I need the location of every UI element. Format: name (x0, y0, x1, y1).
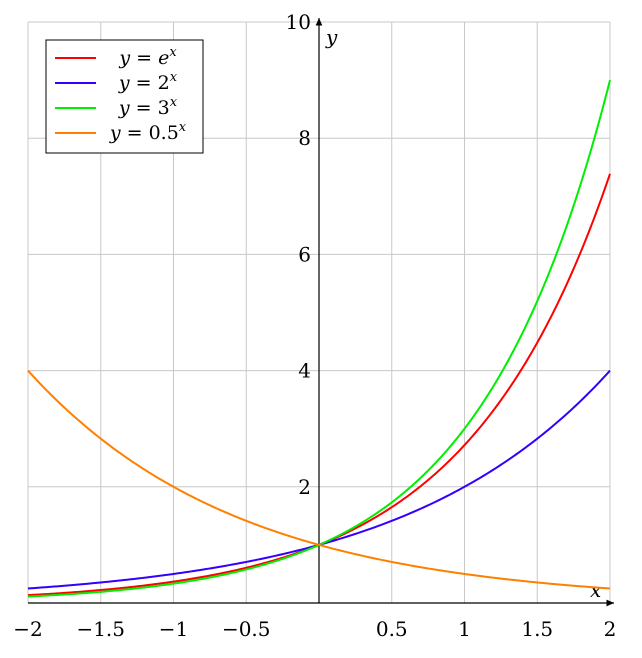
legend: y = exy = 2xy = 3xy = 0.5x (45, 39, 204, 154)
y-tick-label: 2 (298, 475, 311, 499)
series-line-3 (27, 369, 611, 590)
x-tick-label: 1.5 (521, 617, 553, 641)
x-tick-label: 0.5 (376, 617, 408, 641)
legend-entry: y = 3x (118, 95, 178, 119)
x-tick-label: −1.5 (76, 617, 125, 641)
x-axis-label: x (590, 578, 601, 602)
y-tick-label: 4 (298, 359, 311, 383)
x-tick-label: −2 (13, 617, 42, 641)
series-lines (27, 79, 611, 598)
y-tick-label: 10 (286, 10, 311, 34)
x-tick-label: −0.5 (222, 617, 271, 641)
x-tick-label: 1 (458, 617, 471, 641)
x-tick-label: −1 (159, 617, 188, 641)
x-tick-label: 2 (604, 617, 617, 641)
y-tick-label: 6 (298, 242, 311, 266)
legend-entry: y = 2x (118, 70, 178, 94)
y-tick-label: 8 (298, 126, 311, 150)
legend-entry: y = 0.5x (109, 120, 187, 144)
tick-labels: −2 −1.5 −1 −0.5 0.5 1 1.5 2 2 4 6 8 10 (13, 10, 616, 641)
axes: xy (28, 18, 614, 607)
legend-entry: y = ex (118, 45, 177, 69)
y-axis-label: y (325, 25, 338, 49)
